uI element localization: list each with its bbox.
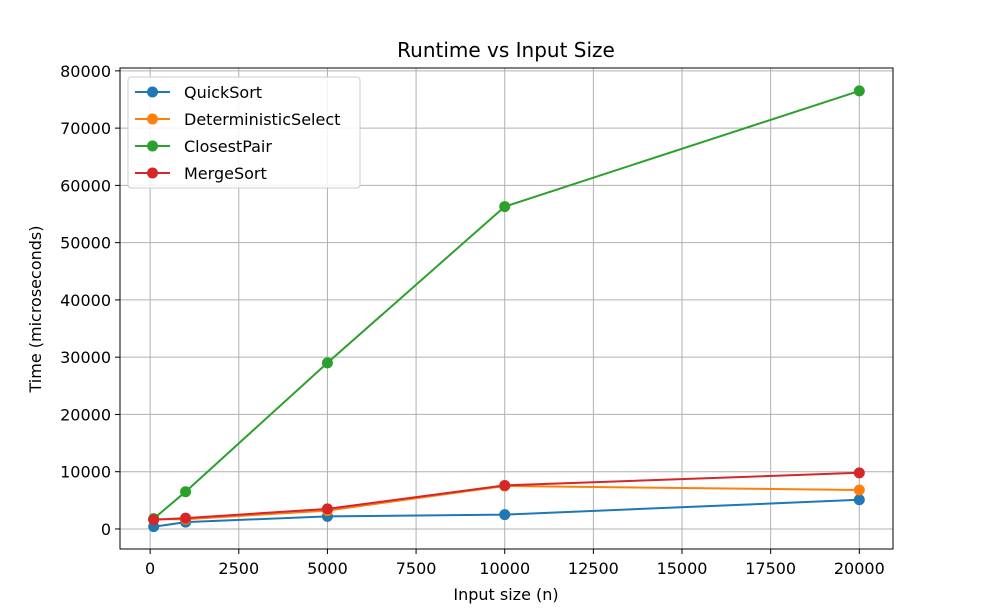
axis-ticks: 0 2500 5000 7500 10000 12500 15000 17500 20000 0 1…	[60, 62, 885, 578]
legend-item-closestpair: ClosestPair	[135, 137, 272, 156]
data-point-closestpair	[499, 201, 511, 213]
y-tick-label: 0	[101, 520, 111, 539]
data-point-mergesort	[853, 467, 865, 479]
legend-item-deterministicselect: DeterministicSelect	[135, 110, 340, 129]
legend-label: MergeSort	[184, 164, 267, 183]
y-axis-label: Time (microseconds)	[26, 226, 45, 394]
data-point-closestpair	[853, 85, 865, 97]
legend-swatch-marker	[147, 140, 158, 152]
data-point-mergesort	[499, 479, 511, 491]
legend-swatch-marker	[147, 113, 158, 125]
y-tick-label: 70000	[60, 119, 111, 138]
series-layer	[148, 85, 865, 533]
legend-label: ClosestPair	[184, 137, 272, 156]
x-tick-label: 20000	[834, 559, 885, 578]
y-tick-label: 80000	[60, 62, 111, 81]
data-point-deterministicselect	[853, 484, 865, 496]
legend: QuickSort DeterministicSelect ClosestPair M…	[127, 76, 361, 189]
x-tick-label: 7500	[396, 559, 437, 578]
x-tick-label: 17500	[745, 559, 796, 578]
x-tick-label: 0	[145, 559, 155, 578]
data-point-mergesort	[321, 503, 333, 515]
x-tick-label: 10000	[479, 559, 530, 578]
data-point-mergesort	[148, 514, 160, 526]
y-tick-label: 50000	[60, 234, 111, 253]
legend-label: QuickSort	[184, 83, 262, 102]
y-tick-label: 10000	[60, 463, 111, 482]
data-point-quicksort	[853, 494, 865, 506]
y-tick-label: 40000	[60, 291, 111, 310]
y-tick-label: 30000	[60, 348, 111, 367]
legend-item-quicksort: QuickSort	[135, 83, 262, 102]
x-tick-label: 15000	[657, 559, 708, 578]
legend-item-mergesort: MergeSort	[135, 164, 267, 183]
legend-box	[127, 76, 361, 189]
plot-frame	[119, 67, 894, 550]
legend-swatch-marker	[147, 167, 158, 179]
y-tick-label: 60000	[60, 176, 111, 195]
data-point-closestpair	[180, 486, 192, 498]
legend-swatch-marker	[147, 86, 158, 98]
series-mergesort	[148, 467, 865, 526]
x-tick-label: 12500	[568, 559, 619, 578]
grid	[120, 68, 893, 549]
x-tick-label: 5000	[307, 559, 348, 578]
x-tick-label: 2500	[218, 559, 259, 578]
data-point-closestpair	[321, 357, 333, 369]
x-axis-label: Input size (n)	[453, 585, 558, 604]
chart-title: Runtime vs Input Size	[397, 38, 615, 62]
data-point-mergesort	[180, 512, 192, 524]
data-point-quicksort	[499, 509, 511, 521]
y-tick-label: 20000	[60, 405, 111, 424]
legend-label: DeterministicSelect	[184, 110, 340, 129]
